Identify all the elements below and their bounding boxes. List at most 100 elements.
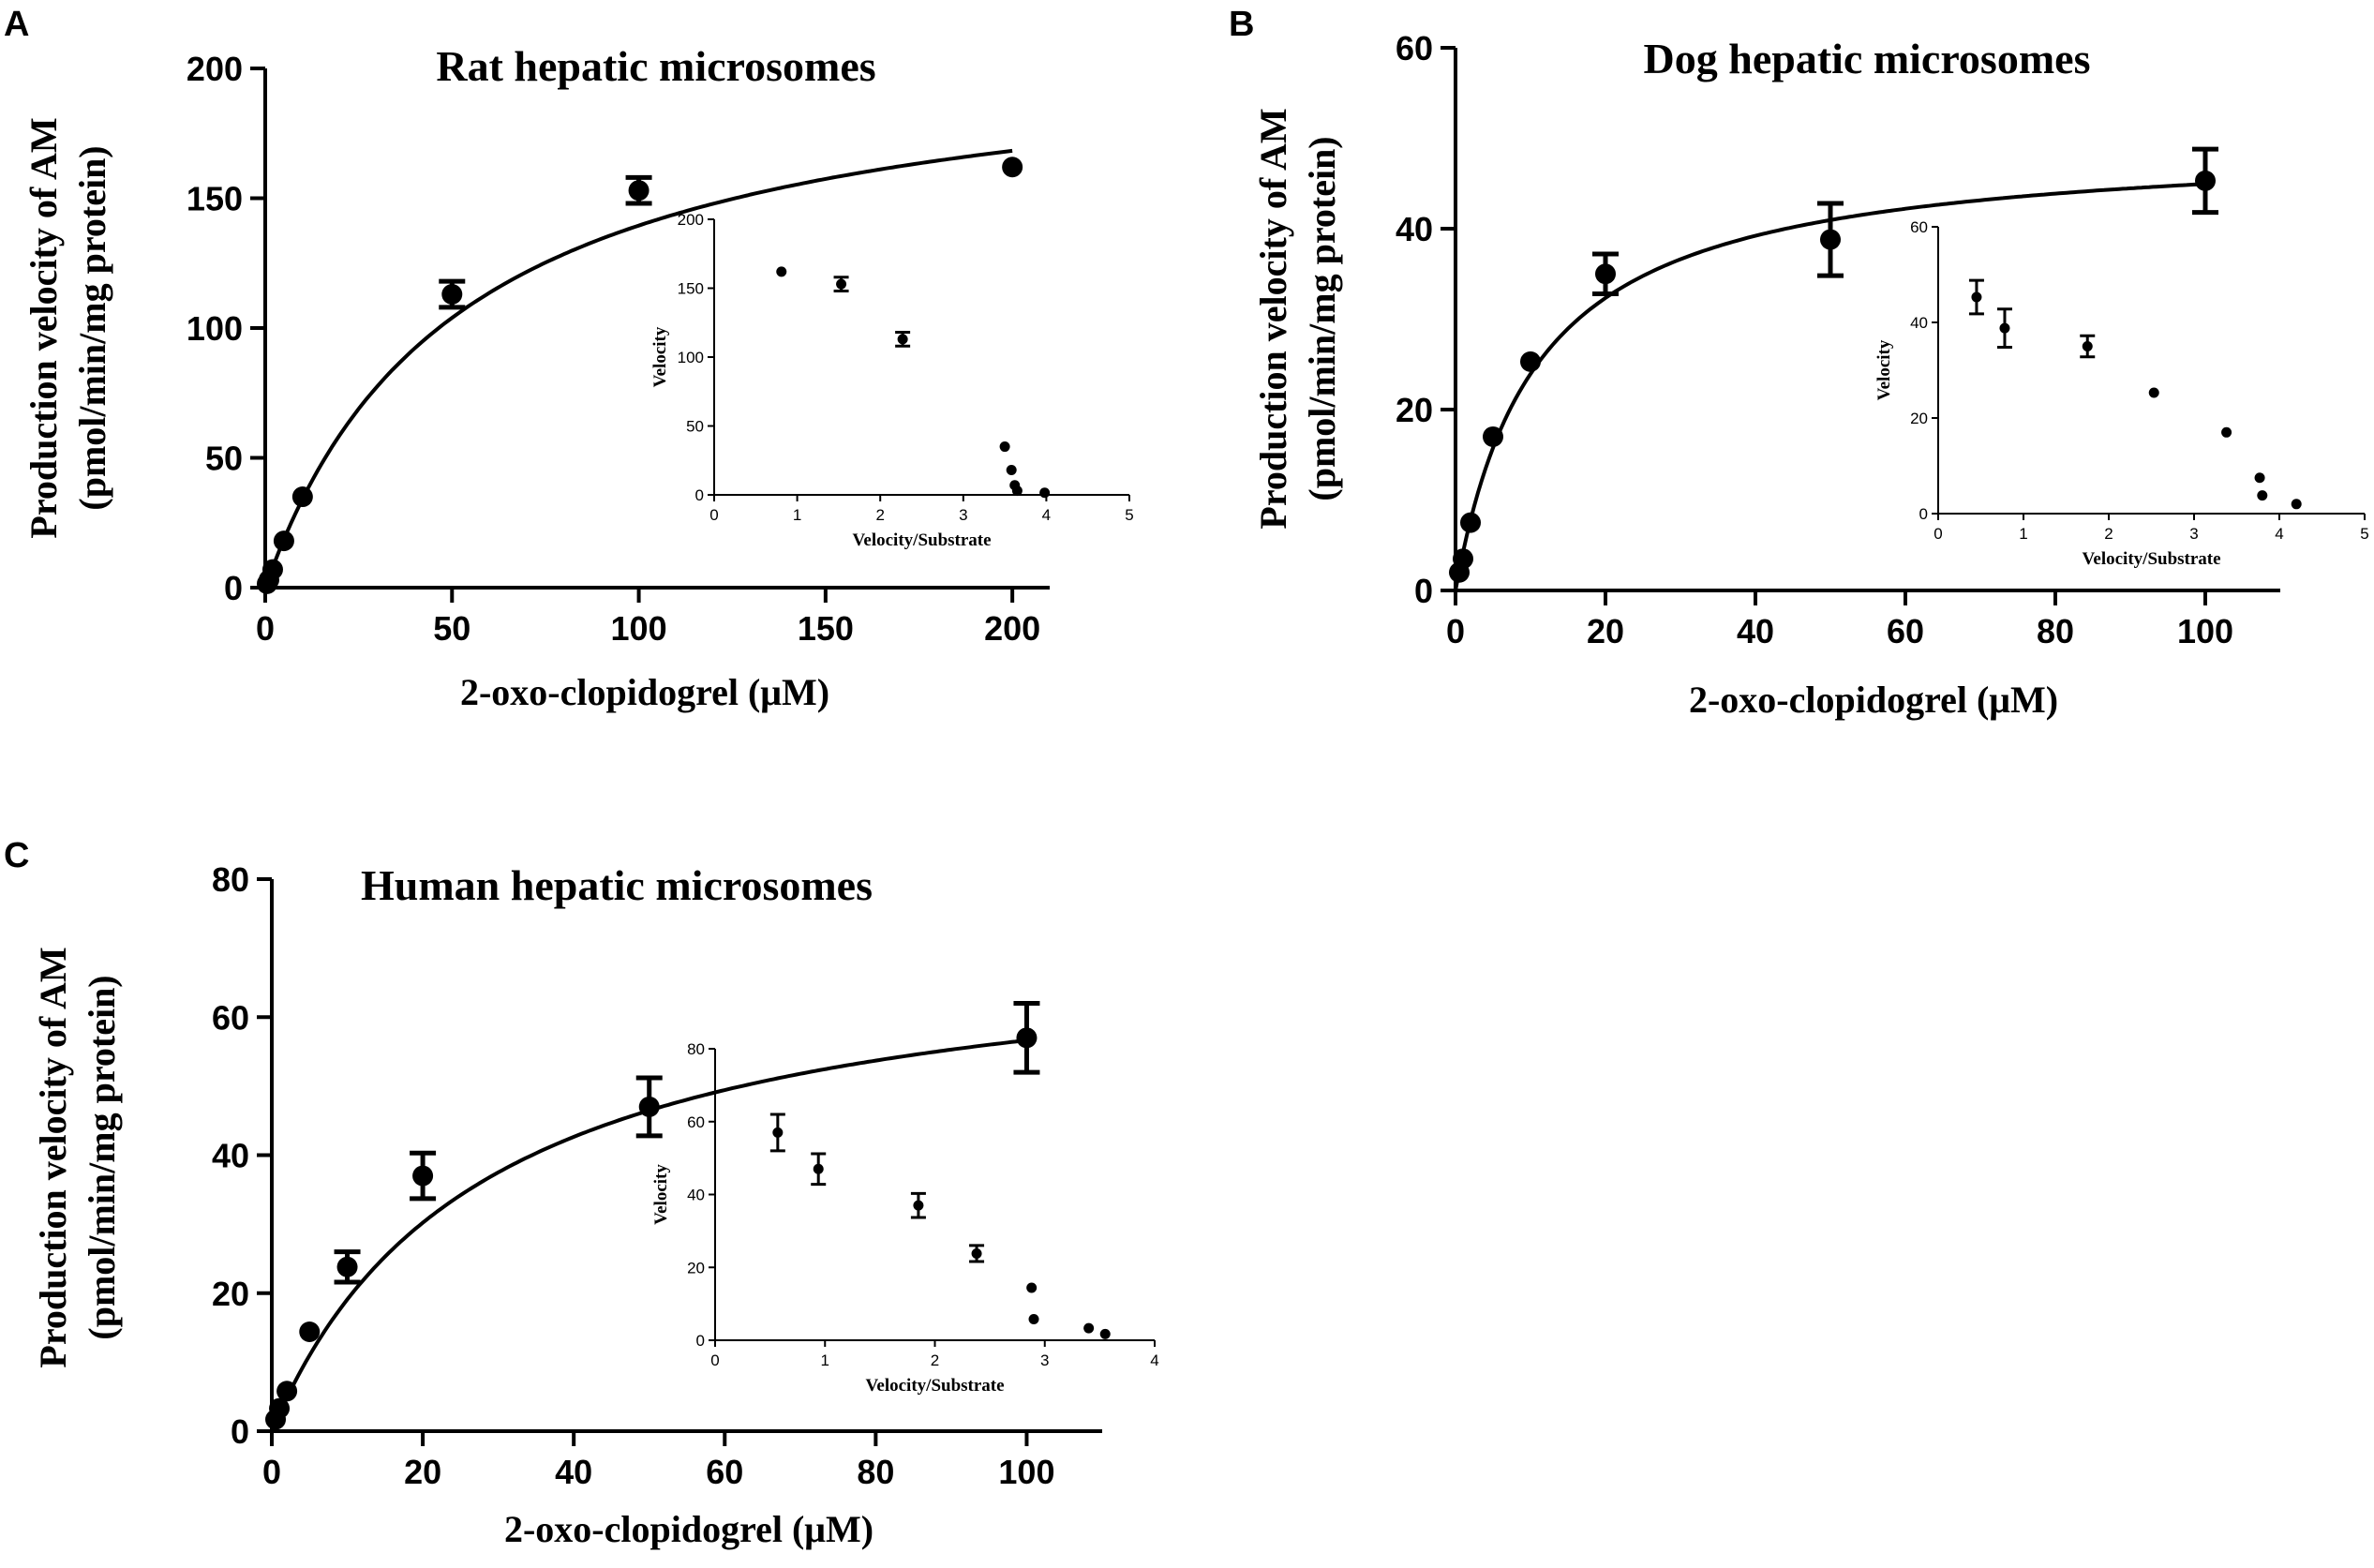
inset-data-point	[1026, 1282, 1038, 1293]
inset-data-point	[2221, 426, 2232, 438]
y-axis-label-line1: Production velocity of AM	[32, 947, 74, 1367]
y-tick-label: 50	[205, 440, 243, 478]
inset-data-point	[1099, 1328, 1111, 1339]
y-tick-label: 60	[212, 998, 249, 1037]
inset-x-tick-label: 0	[709, 506, 718, 524]
inset-x-tick-label: 3	[959, 506, 967, 524]
y-axis-label-line2: (pmol/min/mg protein)	[1301, 136, 1343, 500]
x-axis-label: 2-oxo-clopidogrel (μM)	[460, 671, 829, 713]
inset-y-axis-label: Velocity	[1874, 339, 1894, 400]
y-tick-label: 200	[187, 50, 243, 88]
inset-data-point	[813, 1163, 824, 1174]
data-point	[299, 1321, 321, 1342]
data-point	[2195, 170, 2216, 191]
data-point	[336, 1256, 358, 1277]
inset-y-tick-label: 0	[695, 486, 704, 504]
chart-title: Human hepatic microsomes	[361, 861, 873, 909]
y-tick-label: 0	[1414, 572, 1433, 610]
inset-x-axis-label: Velocity/Substrate	[852, 530, 991, 550]
data-point	[269, 1397, 291, 1419]
x-axis-label: 2-oxo-clopidogrel (μM)	[1689, 679, 2058, 721]
inset-x-axis-label: Velocity/Substrate	[2082, 549, 2220, 569]
panel-a: A Rat hepatic microsomes 0 50 100 150 200 0 50 1 0…	[4, 5, 1134, 713]
inset-data-point	[1039, 487, 1051, 499]
inset-y-tick-label: 0	[1919, 505, 1928, 523]
inset-x-tick-label: 3	[2189, 525, 2198, 543]
inset-x-axis-label: Velocity/Substrate	[865, 1376, 1004, 1396]
x-tick-label: 40	[1737, 612, 1774, 650]
inset-data-point	[2291, 499, 2302, 510]
inset-y-axis-label-group: Velocity	[651, 1164, 671, 1225]
y-tick-label: 0	[224, 569, 243, 607]
data-point	[276, 1381, 298, 1402]
inset-x-tick-label: 4	[1042, 506, 1051, 524]
y-tick-label: 60	[1396, 29, 1433, 67]
inset-y-tick-label: 200	[678, 211, 704, 229]
inset-data-point	[897, 334, 908, 345]
inset-x-tick-label: 2	[2104, 525, 2113, 543]
inset-data-point	[1006, 465, 1017, 476]
inset-chart: 0 50 100 150 200 0 1 2 3 4 5 Velocity/Substrate Velo…	[650, 211, 1134, 550]
inset-y-axis-label: Velocity	[651, 1164, 671, 1225]
x-tick-label: 0	[262, 1453, 281, 1491]
chart-title: Rat hepatic microsomes	[436, 42, 875, 90]
inset-y-tick-label: 150	[678, 280, 704, 298]
data-point	[1002, 157, 1023, 178]
inset-y-tick-label: 40	[1910, 314, 1928, 332]
inset-data-point	[1028, 1313, 1039, 1324]
y-axis-label: Production velocity of AM (pmol/min/mg pr…	[22, 117, 113, 538]
inset-y-tick-label: 60	[1910, 218, 1928, 236]
inset-y-axis-label-group: Velocity	[650, 326, 670, 387]
data-point	[291, 486, 313, 508]
inset-data-point	[776, 266, 787, 277]
inset-y-tick-label: 20	[1910, 410, 1928, 427]
panel-letter: C	[4, 836, 29, 875]
inset-x-tick-label: 5	[2360, 525, 2368, 543]
y-axis-label-line2: (pmol/min/mg protein)	[71, 145, 113, 510]
inset-data-point	[836, 278, 847, 290]
inset-x-tick-label: 1	[793, 506, 801, 524]
data-point	[1453, 548, 1473, 570]
x-tick-label: 80	[857, 1453, 894, 1491]
inset-data-point	[1083, 1322, 1095, 1334]
inset-data-point	[913, 1200, 924, 1211]
data-point	[1595, 263, 1616, 285]
data-point	[1016, 1027, 1038, 1049]
inset-data-point	[1011, 485, 1023, 497]
x-tick-label: 20	[1587, 612, 1624, 650]
inset-chart: 0 20 40 60 0 1 2 3 4 5 Velocity/Substrate Velocity	[1874, 218, 2369, 569]
inset-chart: 0 20 40 60 80 0 1 2 3 4 Velocity/Substrate Velocity	[651, 1040, 1159, 1396]
data-point	[273, 530, 294, 552]
inset-y-tick-label: 0	[696, 1332, 705, 1350]
x-tick-label: 200	[984, 609, 1040, 648]
inset-y-tick-label: 100	[678, 349, 704, 366]
y-tick-label: 0	[231, 1412, 249, 1451]
data-point	[1520, 351, 1541, 372]
x-tick-label: 60	[1887, 612, 1924, 650]
y-axis-label-line2: (pmol/min/mg protein)	[81, 975, 123, 1339]
inset-x-tick-label: 0	[1934, 525, 1942, 543]
inset-x-tick-label: 1	[821, 1351, 829, 1369]
data-point	[261, 559, 283, 580]
inset-data-point	[1971, 291, 1982, 303]
y-tick-label: 40	[212, 1137, 249, 1175]
x-tick-label: 20	[404, 1453, 441, 1491]
y-axis-label-line1: Production velocity of AM	[22, 117, 65, 538]
inset-data-point	[971, 1247, 982, 1259]
x-tick-label: 60	[706, 1453, 743, 1491]
x-tick-label: 0	[1446, 612, 1465, 650]
y-tick-label: 150	[187, 180, 243, 218]
inset-x-tick-label: 2	[931, 1351, 939, 1369]
x-axis-label: 2-oxo-clopidogrel (μM)	[504, 1508, 873, 1550]
x-tick-label: 40	[555, 1453, 592, 1491]
panel-letter: A	[4, 5, 29, 44]
x-tick-label: 50	[433, 609, 470, 648]
inset-data-point	[2082, 341, 2093, 351]
data-point	[1820, 229, 1841, 250]
x-tick-label: 100	[998, 1453, 1054, 1491]
data-point	[1483, 426, 1503, 447]
chart-title: Dog hepatic microsomes	[1644, 35, 2091, 82]
y-tick-label: 20	[212, 1275, 249, 1313]
